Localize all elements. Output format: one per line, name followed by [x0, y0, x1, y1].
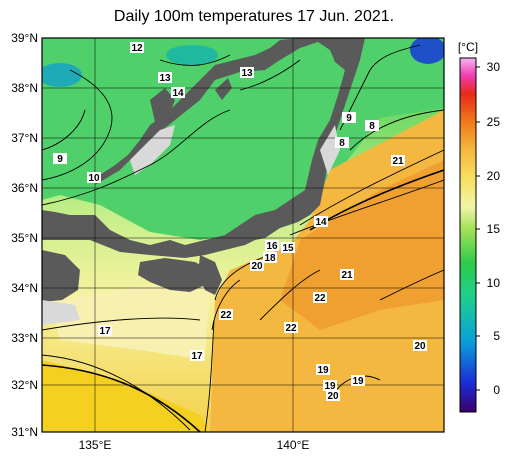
colorbar-tick-5: 5 [493, 329, 500, 343]
contour-label: 20 [251, 261, 263, 272]
contour-label: 18 [264, 253, 276, 264]
contour-label-bg [281, 242, 295, 253]
land-kii [198, 255, 222, 295]
map-title: Daily 100m temperatures 17 Jun. 2021. [113, 8, 395, 25]
contour-label-bg [158, 72, 172, 83]
contour-label: 19 [352, 376, 364, 387]
contour-label-bg [314, 216, 328, 227]
contour-label-bg [219, 309, 233, 320]
contour-label-bg [250, 260, 264, 271]
contour-label: 20 [414, 341, 426, 352]
contour-label: 8 [339, 138, 345, 149]
contour-label: 22 [285, 323, 297, 334]
contour-label: 21 [341, 270, 353, 281]
lat-label-39: 39°N [11, 31, 38, 45]
contour-label-bg [335, 137, 349, 148]
contour-label: 9 [346, 113, 352, 124]
contour-label-bg [342, 112, 356, 123]
contour-label-bg [130, 42, 144, 53]
contour-label: 13 [241, 68, 253, 79]
land-kyushu [42, 250, 80, 302]
contour-label: 17 [191, 351, 203, 362]
contour-label: 10 [88, 173, 100, 184]
contour-label: 16 [266, 241, 278, 252]
contour-label: 21 [392, 156, 404, 167]
colorbar-unit: [°C] [458, 40, 478, 54]
contour-label: 19 [324, 381, 336, 392]
lon-label-135: 135°E [79, 438, 112, 452]
contour-label: 22 [220, 310, 232, 321]
contour-label-bg [365, 120, 379, 131]
colorbar-tick-25: 25 [487, 115, 501, 129]
contour-label-bg [351, 375, 365, 386]
contour-label: 20 [327, 391, 339, 402]
contour-label-bg [340, 269, 354, 280]
contour-label: 19 [317, 365, 329, 376]
land-honshu [42, 38, 365, 258]
lat-label-38: 38°N [11, 81, 38, 95]
colorbar-tick-15: 15 [487, 222, 501, 236]
contour-label-bg [240, 67, 254, 78]
map-area [42, 38, 444, 432]
lat-label-35: 35°N [11, 231, 38, 245]
colorbar-tick-30: 30 [487, 60, 501, 74]
contour-label: 12 [131, 43, 143, 54]
colorbar [459, 57, 477, 413]
lat-label-32: 32°N [11, 378, 38, 392]
colorbar-tick-0: 0 [493, 383, 500, 397]
contour-label-bg [413, 340, 427, 351]
land-shikoku [138, 258, 210, 292]
contour-label: 15 [282, 243, 294, 254]
contour-label: 8 [369, 121, 375, 132]
contour-label-bg [323, 380, 337, 391]
graticule [42, 38, 444, 432]
contour-label: 14 [172, 88, 184, 99]
contour-label: 9 [57, 154, 63, 165]
lat-label-36: 36°N [11, 181, 38, 195]
lat-label-33: 33°N [11, 331, 38, 345]
contour-label-bg [171, 87, 185, 98]
contour-label-bg [326, 390, 340, 401]
contour-label-bg [265, 240, 279, 251]
contour-label-bg [98, 325, 112, 336]
contour-label-bg [391, 155, 405, 166]
contour-label-bg [263, 252, 277, 263]
contour-label-bg [313, 292, 327, 303]
contour-label: 22 [314, 293, 326, 304]
lon-label-140: 140°E [277, 438, 310, 452]
contour-label-bg [284, 322, 298, 333]
land-noto [150, 88, 175, 122]
lat-label-37: 37°N [11, 131, 38, 145]
lat-label-34: 34°N [11, 281, 38, 295]
colorbar-tick-10: 10 [487, 276, 501, 290]
contour-label: 14 [315, 217, 327, 228]
contour-label: 13 [159, 73, 171, 84]
land-sado [215, 78, 232, 100]
contour-label-bg [190, 350, 204, 361]
contour-label-bg [316, 364, 330, 375]
contour-label: 17 [99, 326, 111, 337]
colorbar-tick-20: 20 [487, 169, 501, 183]
map-frame [41, 37, 445, 433]
contour-label-bg [53, 153, 67, 164]
contour-label-bg [87, 172, 101, 183]
lat-label-31: 31°N [11, 425, 38, 439]
